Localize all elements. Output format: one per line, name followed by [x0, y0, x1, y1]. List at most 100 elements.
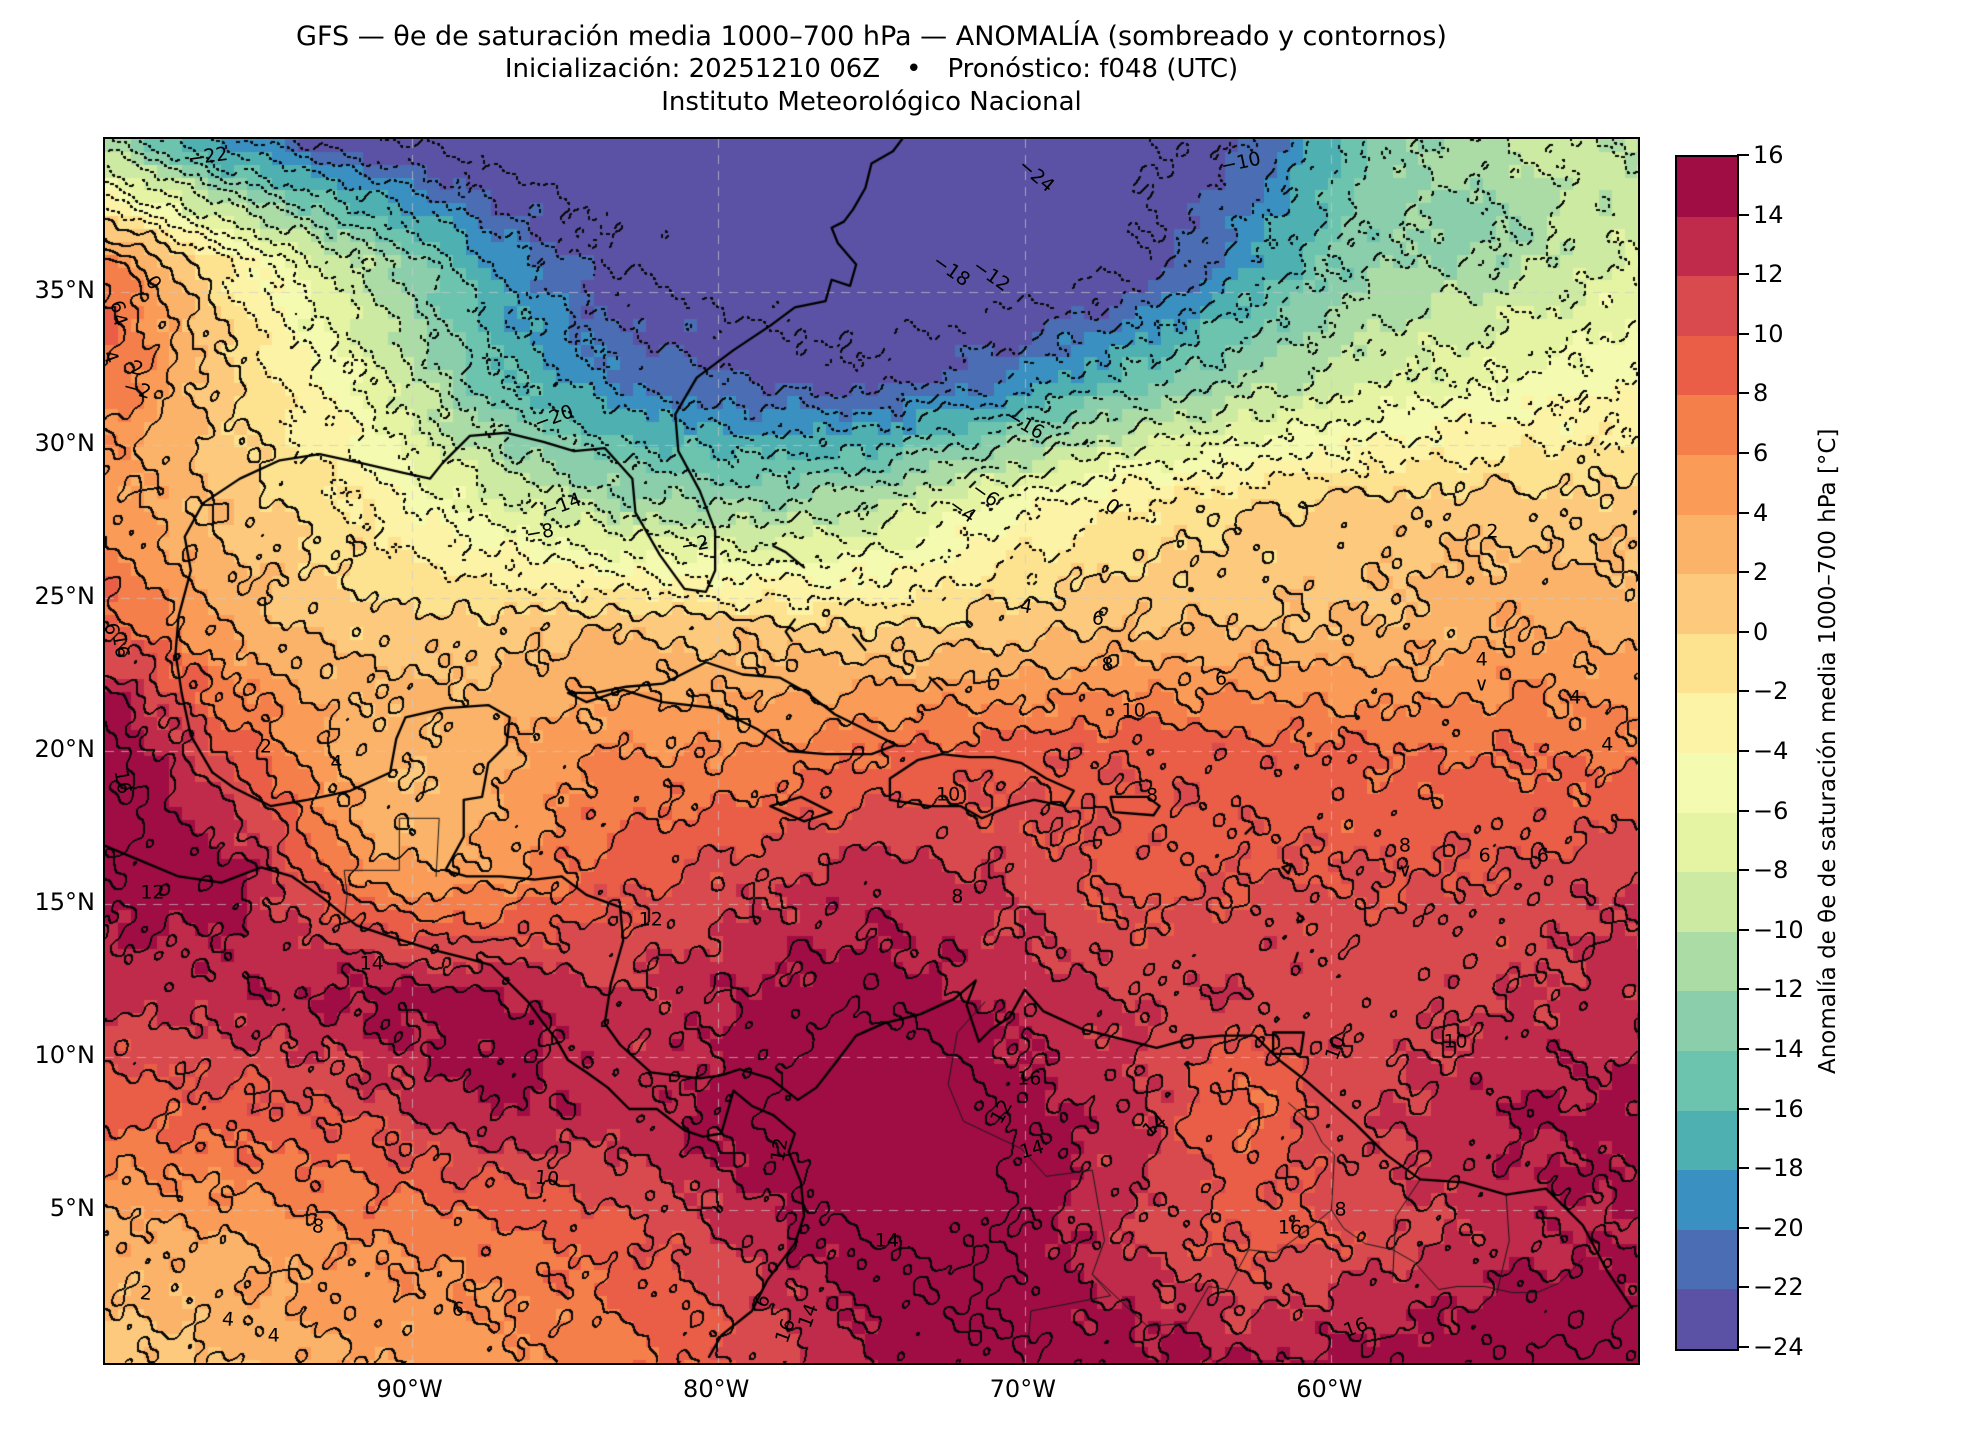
colorbar-tick: [1737, 154, 1749, 156]
colorbar-tick: [1737, 690, 1749, 693]
colorbar-tick: [1737, 213, 1749, 216]
colorbar-tick-label: 12: [1753, 260, 1784, 289]
colorbar-cell: [1677, 1110, 1737, 1171]
colorbar-tick: [1737, 1226, 1749, 1229]
contour-label: 4: [267, 1324, 280, 1347]
colorbar: [1675, 155, 1739, 1351]
colorbar-tick-label: 6: [1753, 439, 1769, 467]
colorbar-tick-label: 14: [1753, 200, 1784, 229]
contour-label: 4: [1601, 733, 1614, 756]
colorbar-tick: [1737, 1346, 1749, 1348]
colorbar-cell: [1677, 752, 1737, 813]
lat-tick-label: 30°N: [34, 429, 96, 457]
colorbar-cell: [1677, 335, 1737, 396]
colorbar-cell: [1677, 693, 1737, 753]
lon-tick-label: 70°W: [989, 1375, 1056, 1403]
contour-label: 4: [220, 1308, 235, 1332]
contour-label: 14: [359, 952, 384, 975]
contour-label: 2: [259, 735, 272, 758]
colorbar-tick-label: −20: [1753, 1213, 1804, 1242]
colorbar-cell: [1677, 1229, 1737, 1290]
colorbar-tick-label: −8: [1753, 856, 1789, 885]
contour-map-canvas: [105, 139, 1638, 1363]
contour-label: 12: [638, 908, 663, 931]
lat-tick-label: 15°N: [34, 888, 96, 916]
colorbar-tick-label: −6: [1753, 796, 1789, 825]
contour-label: 12: [140, 881, 165, 904]
colorbar-cell: [1677, 157, 1737, 217]
colorbar-tick: [1737, 1167, 1749, 1170]
contour-label: 8: [1398, 834, 1412, 857]
colorbar-tick-label: 2: [1753, 558, 1769, 587]
colorbar-cell: [1677, 1170, 1737, 1230]
contour-label: 12: [766, 1136, 792, 1164]
contour-label: 2: [1486, 520, 1499, 543]
chart-subtitle: Inicialización: 20251210 06Z • Pronóstic…: [504, 54, 1239, 84]
colorbar-tick: [1737, 273, 1749, 276]
colorbar-tick-label: 8: [1753, 379, 1769, 408]
colorbar-tick: [1737, 630, 1749, 633]
contour-label: 4: [1475, 648, 1488, 671]
contour-label: 10: [936, 783, 961, 806]
colorbar-tick-label: −16: [1753, 1094, 1804, 1123]
contour-label: 8: [311, 1215, 326, 1239]
colorbar-tick-label: −12: [1753, 975, 1804, 1004]
contour-label: 14: [874, 1229, 899, 1252]
colorbar-tick-label: −2: [1753, 677, 1789, 706]
colorbar-tick-label: 4: [1753, 498, 1769, 527]
lat-tick-label: 25°N: [34, 582, 96, 610]
contour-label: 6: [1536, 844, 1549, 867]
colorbar-tick-label: 0: [1753, 617, 1769, 646]
contour-label: 16: [109, 767, 136, 796]
chart-institution: Instituto Meteorológico Nacional: [661, 87, 1082, 117]
colorbar-tick: [1737, 1048, 1749, 1050]
colorbar-cell: [1677, 1289, 1737, 1349]
contour-label: 10: [533, 1166, 560, 1191]
contour-label: 8: [1101, 653, 1114, 676]
lat-tick-label: 35°N: [34, 276, 96, 304]
colorbar-tick: [1737, 392, 1749, 395]
contour-label: 10: [1443, 1030, 1468, 1053]
contour-label: ∨: [1398, 859, 1412, 882]
colorbar-tick: [1737, 452, 1749, 454]
lat-tick-label: 5°N: [49, 1194, 95, 1222]
colorbar-cell: [1677, 1050, 1737, 1111]
colorbar-cell: [1677, 454, 1737, 515]
contour-label: 4: [1569, 686, 1582, 709]
colorbar-tick: [1737, 988, 1749, 991]
contour-label: 8: [1145, 784, 1159, 807]
contour-label: 6: [1478, 844, 1491, 867]
contour-label: −2: [679, 531, 711, 559]
colorbar-cell: [1677, 574, 1737, 634]
colorbar-tick: [1737, 750, 1749, 752]
contour-label: 6: [1214, 667, 1228, 690]
map-panel: −22 −24 −10 −18 −12 −16 −20 −14 −8 −6 −4 −2 0 2 −2 0 6 4 4…: [98, 137, 1640, 1365]
colorbar-tick: [1737, 571, 1749, 574]
colorbar-cell: [1677, 991, 1737, 1051]
colorbar-tick-label: −22: [1753, 1273, 1804, 1302]
colorbar-cell: [1677, 276, 1737, 336]
lon-tick-label: 60°W: [1296, 1375, 1363, 1403]
contour-label: 4: [330, 751, 343, 774]
colorbar-tick-label: −18: [1753, 1154, 1804, 1183]
contour-label: −8: [524, 519, 556, 546]
colorbar-tick-label: 10: [1753, 319, 1784, 348]
colorbar-tick: [1737, 1286, 1749, 1289]
colorbar-tick-label: −10: [1753, 915, 1804, 944]
colorbar-tick-label: −14: [1753, 1035, 1804, 1063]
colorbar-tick: [1737, 809, 1749, 812]
colorbar-tick-label: −4: [1753, 737, 1789, 765]
colorbar-tick: [1737, 869, 1749, 872]
lon-tick-label: 80°W: [683, 1375, 750, 1403]
contour-label: 8: [951, 885, 964, 908]
colorbar-tick-label: 16: [1753, 141, 1784, 169]
title-block: GFS — θe de saturación media 1000–700 hP…: [103, 20, 1640, 119]
contour-label: 8: [1334, 1198, 1347, 1221]
lat-tick-label: 10°N: [34, 1041, 96, 1069]
colorbar-tick: [1737, 511, 1749, 514]
contour-label: 16: [1017, 1067, 1042, 1090]
colorbar-tick: [1737, 332, 1749, 335]
colorbar-cell: [1677, 395, 1737, 455]
lon-tick-label: 90°W: [376, 1375, 443, 1403]
